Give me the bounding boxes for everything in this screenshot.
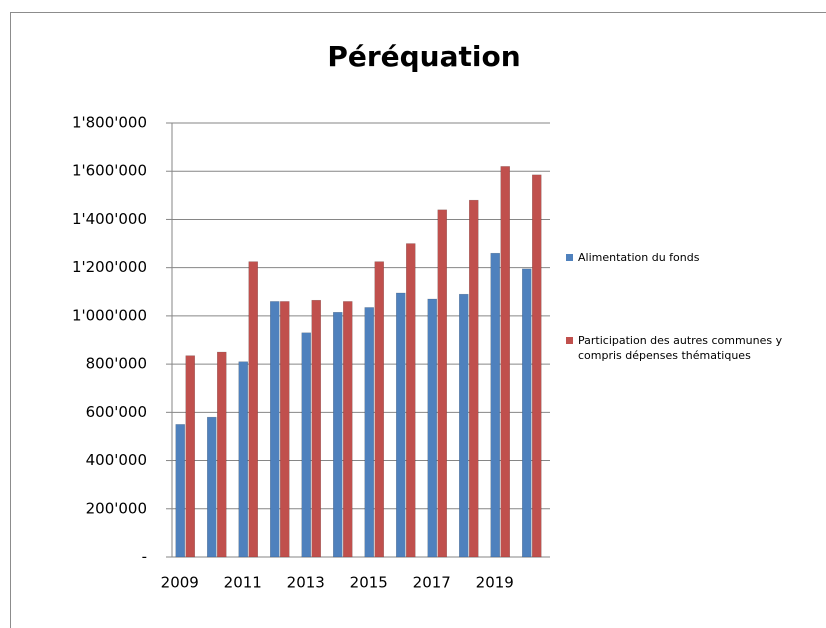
y-tick-label: 1'000'000 (72, 306, 147, 324)
bar (343, 301, 353, 558)
bar (459, 293, 469, 558)
legend-swatch (566, 254, 573, 261)
bar (469, 199, 479, 558)
y-tick-label: 800'000 (86, 355, 147, 373)
x-tick-label: 2009 (161, 574, 199, 592)
chart-frame (10, 12, 826, 628)
y-tick-label: 1'600'000 (72, 162, 147, 180)
bar (238, 361, 248, 558)
bar (427, 298, 437, 558)
bar (374, 261, 384, 558)
y-tick-label: 1'800'000 (72, 114, 147, 132)
bar (175, 424, 185, 558)
bar (490, 252, 500, 558)
x-tick-label: 2011 (224, 574, 262, 592)
x-tick-label: 2013 (287, 574, 325, 592)
bar (280, 301, 290, 558)
bar (406, 243, 416, 558)
bar (333, 312, 343, 558)
y-tick-label: - (142, 548, 147, 566)
y-tick-label: 600'000 (86, 403, 147, 421)
legend-label: Alimentation du fonds (578, 251, 700, 264)
bar (207, 416, 217, 558)
bar (522, 268, 532, 558)
legend-entry: Participation des autres communes y comp… (566, 333, 793, 363)
bar (270, 301, 280, 558)
x-tick-label: 2017 (413, 574, 451, 592)
y-tick-label: 400'000 (86, 451, 147, 469)
x-tick-label: 2015 (350, 574, 388, 592)
legend-entry: Alimentation du fonds (566, 250, 793, 265)
y-tick-label: 1'400'000 (72, 210, 147, 228)
legend: Alimentation du fonds Participation des a… (566, 250, 806, 431)
bar (217, 351, 227, 558)
x-tick-label: 2019 (476, 574, 514, 592)
bar (185, 355, 195, 558)
chart-title: Péréquation (327, 40, 520, 73)
bar (364, 307, 374, 558)
bar (311, 299, 321, 558)
legend-swatch (566, 337, 573, 344)
legend-label: Participation des autres communes y comp… (578, 334, 783, 362)
y-tick-label: 1'200'000 (72, 258, 147, 276)
bar (437, 209, 447, 558)
bar (301, 332, 311, 558)
y-tick-label: 200'000 (86, 499, 147, 517)
bar (396, 292, 406, 558)
bar (500, 166, 510, 558)
bar (248, 261, 258, 558)
bar (532, 174, 542, 558)
